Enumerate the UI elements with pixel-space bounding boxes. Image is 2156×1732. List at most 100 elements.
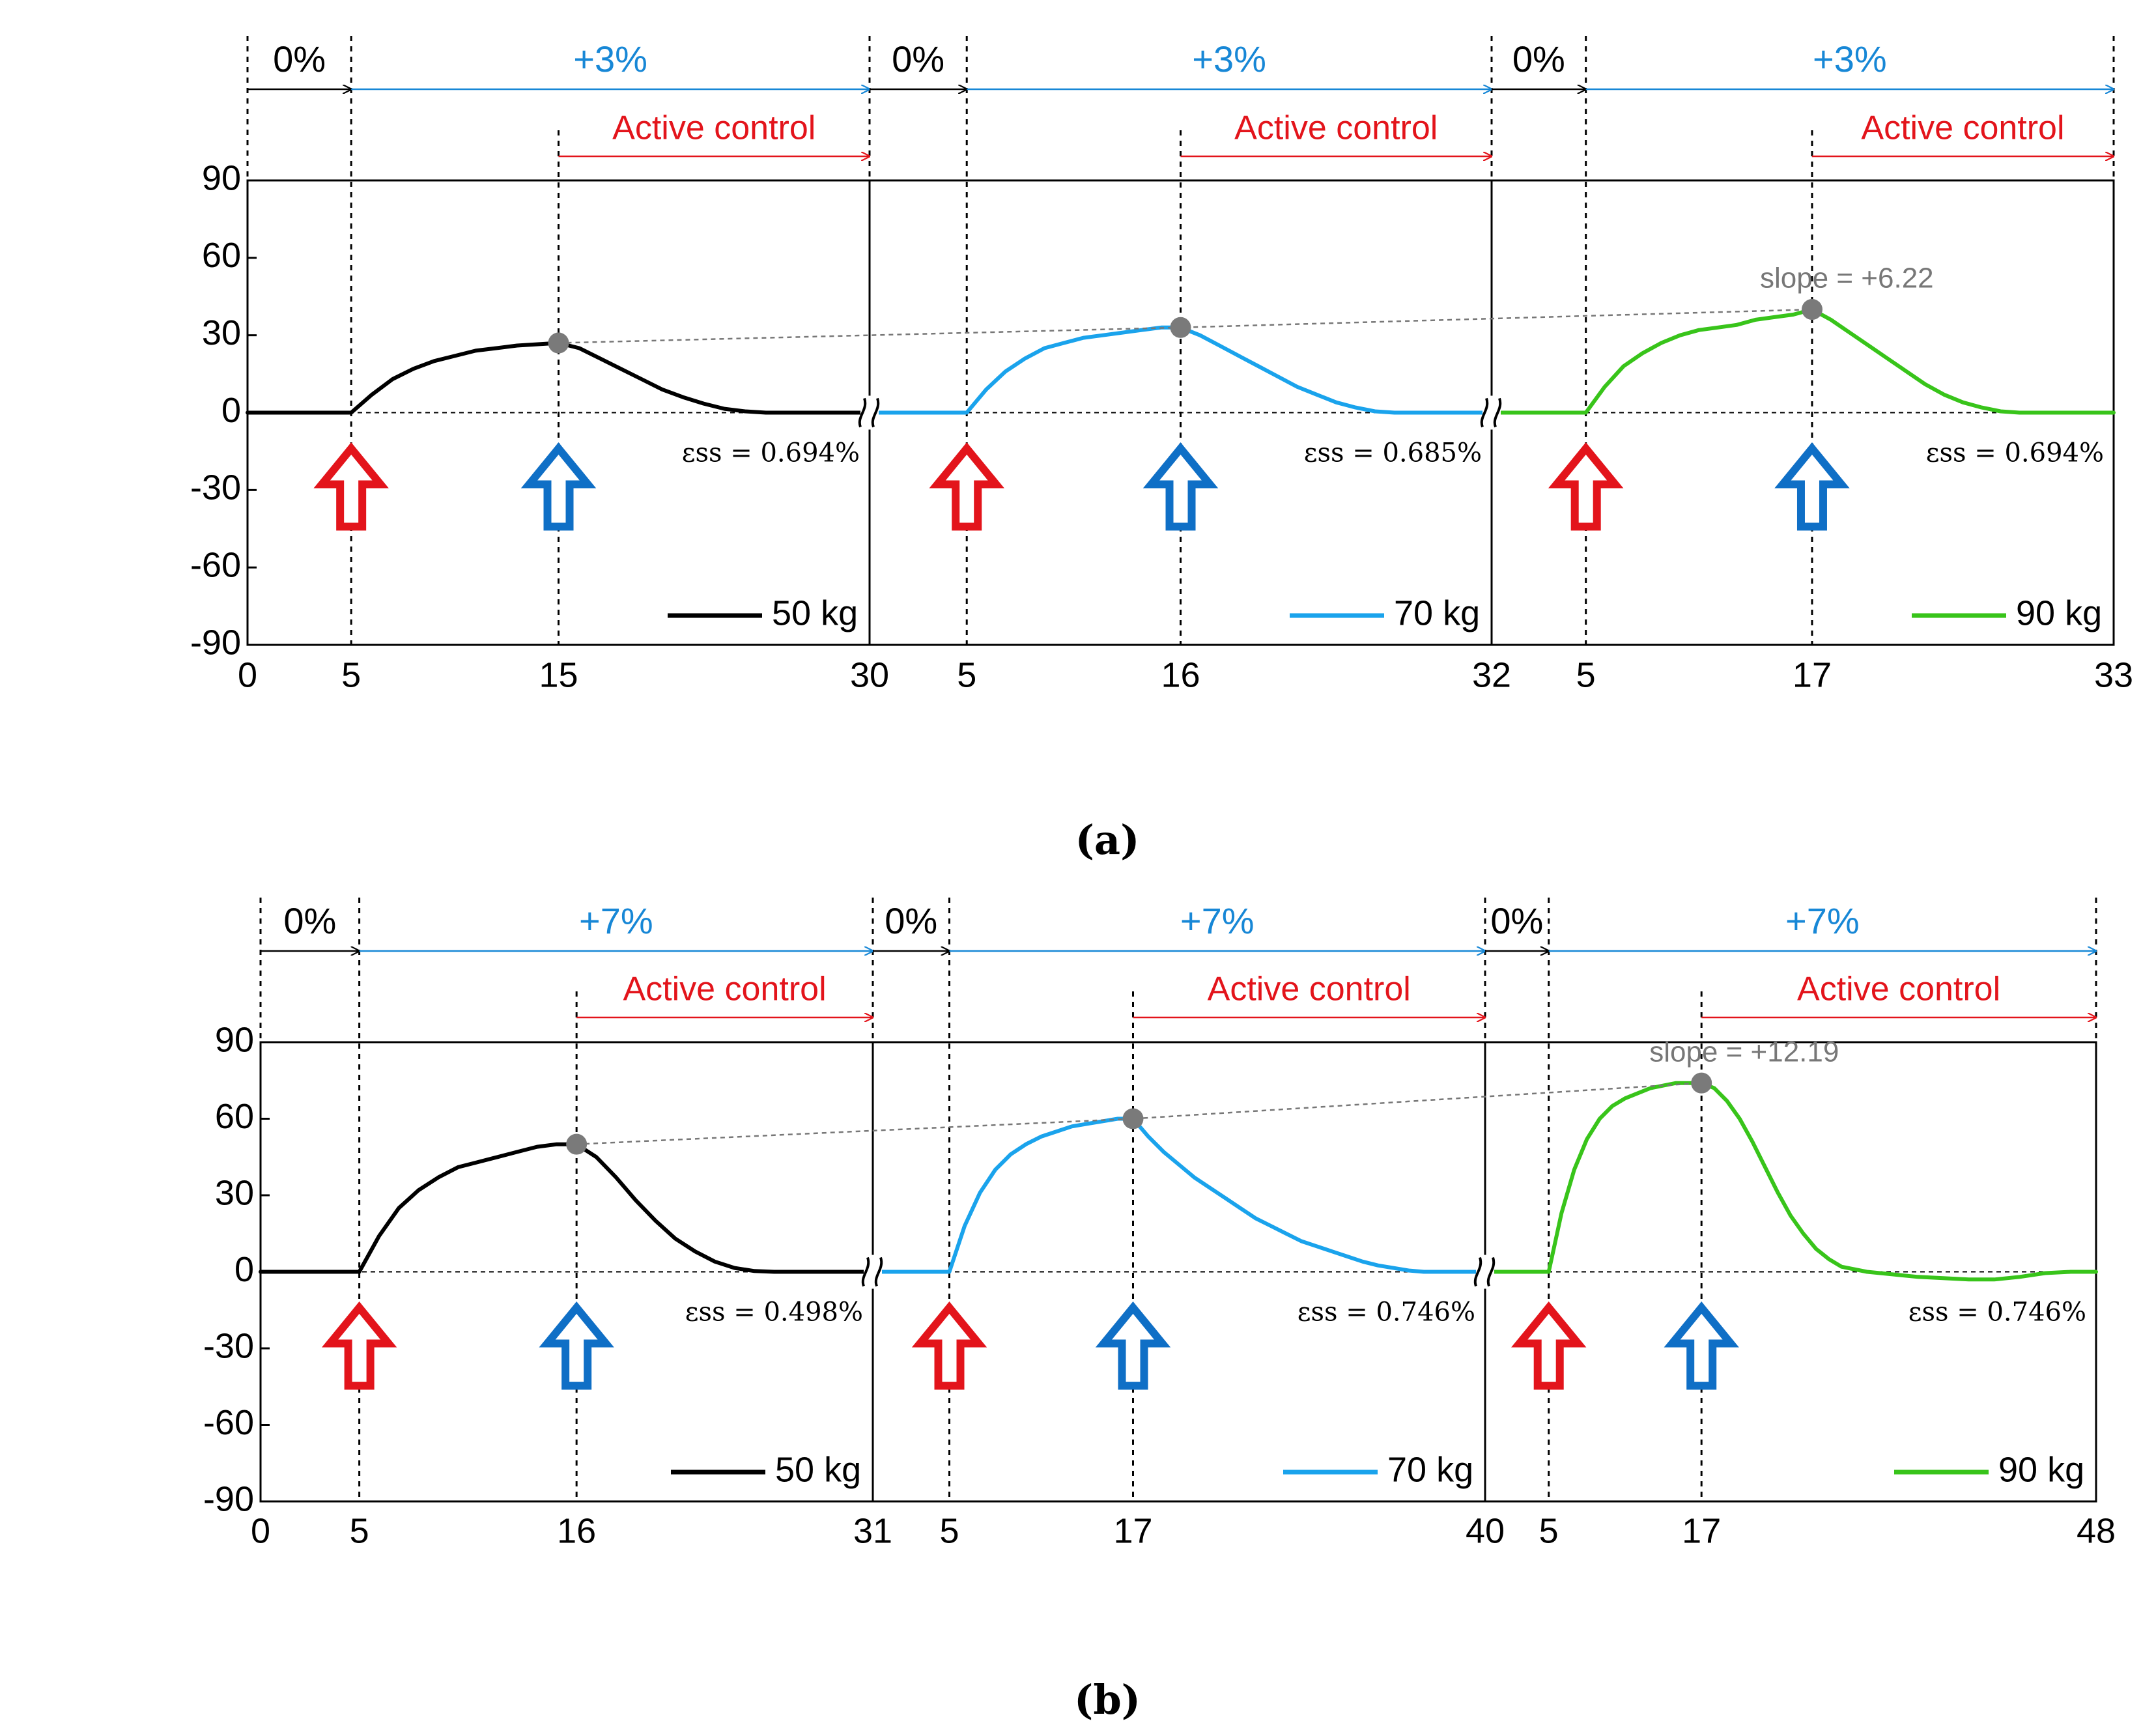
legend-label: 90 kg — [2016, 593, 2102, 632]
active-control-label: Active control — [623, 971, 827, 1008]
red-up-arrow-icon — [911, 1301, 987, 1390]
step-phase-label: +3% — [1813, 38, 1887, 79]
series-line-90kg — [1483, 1081, 2098, 1282]
active-control-label: Active control — [1234, 109, 1438, 147]
zero-phase-label: 0% — [273, 38, 326, 79]
active-control-label: Active control — [612, 109, 816, 147]
series-line-90kg — [1490, 307, 2116, 415]
panel-caption: (a) — [1075, 816, 1140, 864]
series-line-50kg — [259, 1142, 875, 1274]
x-tick-label: 5 — [939, 1511, 959, 1550]
peak-marker — [548, 332, 569, 354]
step-phase-label: +3% — [573, 38, 647, 79]
red-up-arrow-icon — [1511, 1301, 1587, 1390]
y-tick-label: 30 — [202, 313, 241, 352]
blue-up-arrow-icon — [520, 442, 597, 531]
x-tick-label: 48 — [2077, 1511, 2116, 1550]
legend-label: 90 kg — [1998, 1450, 2084, 1489]
steady-state-error-label: εss = 0.746% — [1908, 1298, 2086, 1327]
active-control-label: Active control — [1208, 971, 1411, 1008]
x-tick-label: 33 — [2094, 655, 2133, 694]
peak-marker — [566, 1133, 588, 1155]
y-tick-label: -60 — [203, 1403, 254, 1442]
axis-break-icon — [1480, 395, 1502, 430]
red-up-arrow-icon — [929, 442, 1004, 531]
slope-label: slope = +12.19 — [1649, 1036, 1839, 1068]
x-tick-label: 5 — [957, 655, 976, 694]
x-tick-label: 40 — [1466, 1511, 1505, 1550]
red-up-arrow-icon — [1548, 442, 1624, 531]
x-tick-label: 5 — [341, 655, 361, 694]
blue-up-arrow-icon — [1664, 1301, 1739, 1390]
x-tick-label: 0 — [238, 655, 257, 694]
red-up-arrow-icon — [321, 1301, 397, 1390]
blue-up-arrow-icon — [1774, 442, 1850, 531]
step-phase-label: +3% — [1192, 38, 1266, 79]
steady-state-error-label: εss = 0.694% — [682, 438, 860, 468]
peak-marker — [1691, 1072, 1712, 1094]
y-tick-label: 90 — [202, 158, 241, 197]
axis-break-icon — [861, 1255, 883, 1289]
x-tick-label: 5 — [1539, 1511, 1559, 1550]
zero-phase-label: 0% — [1512, 38, 1565, 79]
zero-phase-label: 0% — [1490, 900, 1543, 941]
axis-break-stroke — [874, 1256, 883, 1287]
axis-break-icon — [858, 395, 880, 430]
blue-up-arrow-icon — [1142, 442, 1219, 531]
y-tick-label: 0 — [234, 1250, 254, 1289]
steady-state-error-label: εss = 0.694% — [1926, 438, 2104, 468]
y-tick-label: -30 — [203, 1326, 254, 1365]
legend-label: 50 kg — [775, 1450, 861, 1489]
steady-state-error-label: εss = 0.498% — [685, 1298, 863, 1327]
step-phase-label: +7% — [1180, 900, 1255, 941]
x-tick-label: 32 — [1472, 655, 1511, 694]
peak-marker — [1170, 317, 1191, 338]
x-tick-label: 16 — [1161, 655, 1200, 694]
axis-break-icon — [1473, 1255, 1496, 1289]
x-tick-label: 31 — [853, 1511, 892, 1550]
chart-a: 90 60 30 0 -30 -60 -90 (a) 0% +3% Active control εs… — [190, 36, 2133, 864]
axis-break-stroke — [1473, 1256, 1482, 1287]
active-control-label: Active control — [1861, 109, 2064, 147]
red-up-arrow-icon — [313, 442, 389, 531]
step-phase-label: +7% — [579, 900, 653, 941]
y-tick-label: -90 — [190, 623, 241, 662]
peak-marker — [1801, 299, 1823, 320]
legend-label: 50 kg — [772, 593, 858, 632]
zero-phase-label: 0% — [892, 38, 944, 79]
y-tick-label: -90 — [203, 1479, 254, 1518]
axis-break-stroke — [1486, 1256, 1496, 1287]
panel-caption: (b) — [1074, 1676, 1141, 1724]
active-control-label: Active control — [1797, 971, 2000, 1008]
axis-break-stroke — [871, 397, 880, 428]
zero-phase-label: 0% — [885, 900, 937, 941]
steady-state-error-label: εss = 0.685% — [1304, 438, 1482, 468]
y-tick-label: 30 — [215, 1173, 254, 1212]
axis-break-stroke — [1493, 397, 1502, 428]
legend-label: 70 kg — [1387, 1450, 1473, 1489]
step-phase-label: +7% — [1785, 900, 1860, 941]
y-tick-label: 90 — [215, 1020, 254, 1059]
x-tick-label: 5 — [1576, 655, 1596, 694]
x-tick-label: 17 — [1113, 1511, 1152, 1550]
axis-break-stroke — [1480, 397, 1489, 428]
axis-break-stroke — [858, 397, 867, 428]
x-tick-label: 5 — [350, 1511, 369, 1550]
x-tick-label: 16 — [557, 1511, 596, 1550]
x-tick-label: 17 — [1793, 655, 1832, 694]
y-tick-label: 0 — [221, 391, 241, 430]
axis-break-stroke — [861, 1256, 870, 1287]
y-tick-label: -30 — [190, 468, 241, 507]
legend-label: 70 kg — [1394, 593, 1480, 632]
y-tick-label: -60 — [190, 545, 241, 584]
peak-marker — [1122, 1108, 1144, 1129]
x-tick-label: 17 — [1682, 1511, 1721, 1550]
slope-label: slope = +6.22 — [1760, 263, 1934, 294]
chart-b: 90 60 30 0 -30 -60 -90 (b) 0% +7% Active control εs… — [203, 898, 2116, 1724]
y-tick-label: 60 — [202, 236, 241, 275]
blue-up-arrow-icon — [539, 1301, 614, 1390]
zero-phase-label: 0% — [283, 900, 336, 941]
x-tick-label: 30 — [850, 655, 889, 694]
y-tick-label: 60 — [215, 1097, 254, 1136]
